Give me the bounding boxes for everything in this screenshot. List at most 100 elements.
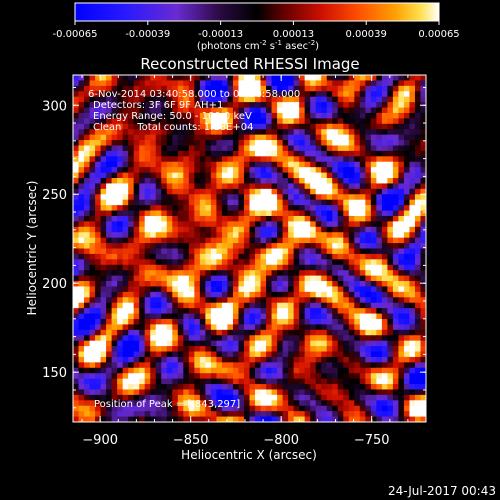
heatmap-cell — [354, 161, 361, 168]
heatmap-cell — [117, 107, 124, 114]
heatmap-cell — [172, 134, 179, 141]
heatmap-cell — [100, 253, 107, 260]
heatmap-cell — [288, 324, 295, 331]
heatmap-cell — [271, 210, 278, 217]
heatmap-cell — [227, 411, 234, 418]
heatmap-cell — [216, 237, 223, 244]
heatmap-cell — [409, 270, 416, 277]
heatmap-cell — [89, 281, 96, 288]
heatmap-cell — [216, 178, 223, 185]
heatmap-cell — [78, 291, 85, 298]
heatmap-cell — [299, 107, 306, 114]
heatmap-cell — [227, 367, 234, 374]
heatmap-cell — [365, 226, 372, 233]
heatmap-cell — [260, 270, 267, 277]
heatmap-cell — [177, 351, 184, 358]
heatmap-cell — [84, 85, 91, 92]
heatmap-cell — [84, 416, 91, 422]
heatmap-cell — [288, 215, 295, 222]
heatmap-cell — [183, 378, 190, 385]
heatmap-cell — [95, 275, 102, 282]
heatmap-cell — [249, 118, 256, 125]
heatmap-cell — [403, 416, 411, 422]
heatmap-cell — [348, 102, 355, 109]
heatmap-cell — [117, 75, 124, 82]
heatmap-cell — [293, 210, 300, 217]
heatmap-cell — [155, 221, 162, 228]
heatmap-cell — [133, 378, 140, 385]
heatmap-cell — [282, 346, 289, 353]
heatmap-cell — [95, 411, 102, 418]
heatmap-cell — [78, 275, 85, 282]
heatmap-cell — [194, 275, 201, 282]
heatmap-cell — [403, 400, 411, 407]
heatmap-cell — [277, 275, 284, 282]
heatmap-cell — [221, 297, 229, 304]
heatmap-cell — [392, 351, 400, 358]
heatmap-cell — [299, 318, 306, 325]
heatmap-cell — [205, 167, 212, 174]
heatmap-cell — [255, 145, 262, 152]
heatmap-cell — [238, 308, 245, 315]
heatmap-cell — [260, 340, 267, 347]
heatmap-cell — [166, 232, 173, 239]
heatmap-cell — [122, 335, 129, 342]
heatmap-cell — [155, 85, 162, 92]
heatmap-cell — [78, 356, 85, 363]
heatmap-cell — [321, 112, 328, 119]
heatmap-cell — [321, 335, 328, 342]
heatmap-cell — [321, 145, 328, 152]
heatmap-cell — [243, 102, 251, 109]
heatmap-cell — [161, 302, 168, 309]
heatmap-cell — [122, 194, 129, 201]
heatmap-cell — [84, 346, 91, 353]
heatmap-cell — [100, 329, 107, 336]
heatmap-cell — [337, 351, 344, 358]
heatmap-cell — [177, 80, 184, 87]
peak-position-label: Position of Peak = [-843,297] — [94, 399, 240, 410]
heatmap-cell — [370, 140, 377, 147]
heatmap-cell — [332, 140, 339, 147]
heatmap-cell — [414, 140, 422, 147]
heatmap-cell — [387, 96, 394, 103]
heatmap-cell — [128, 145, 135, 152]
heatmap-cell — [150, 194, 157, 201]
heatmap-cell — [227, 313, 234, 320]
heatmap-cell — [260, 194, 267, 201]
heatmap-cell — [232, 335, 240, 342]
heatmap-cell — [409, 411, 416, 418]
heatmap-cell — [337, 373, 344, 380]
heatmap-cell — [315, 259, 322, 266]
heatmap-cell — [420, 123, 426, 130]
heatmap-cell — [122, 210, 129, 217]
heatmap-cell — [348, 150, 355, 157]
heatmap-cell — [299, 123, 306, 130]
heatmap-cell — [282, 118, 289, 125]
heatmap-cell — [172, 199, 179, 206]
heatmap-cell — [304, 324, 311, 331]
heatmap-cell — [128, 96, 135, 103]
heatmap-cell — [260, 140, 267, 147]
heatmap-cell — [117, 405, 124, 412]
heatmap-cell — [243, 91, 251, 98]
heatmap-cell — [348, 259, 355, 266]
heatmap-cell — [414, 102, 422, 109]
heatmap-cell — [392, 75, 400, 82]
heatmap-cell — [249, 367, 256, 374]
heatmap-cell — [106, 243, 113, 250]
heatmap-cell — [100, 80, 107, 87]
heatmap-cell — [409, 291, 416, 298]
heatmap-cell — [409, 313, 416, 320]
heatmap-cell — [89, 416, 96, 422]
heatmap-cell — [139, 340, 146, 347]
heatmap-cell — [133, 351, 140, 358]
heatmap-cell — [133, 96, 140, 103]
heatmap-cell — [376, 313, 383, 320]
heatmap-cell — [299, 96, 306, 103]
heatmap-cell — [370, 384, 377, 391]
heatmap-cell — [221, 210, 229, 217]
heatmap-cell — [106, 313, 113, 320]
heatmap-cell — [409, 346, 416, 353]
heatmap-cell — [227, 167, 234, 174]
heatmap-cell — [216, 123, 223, 130]
